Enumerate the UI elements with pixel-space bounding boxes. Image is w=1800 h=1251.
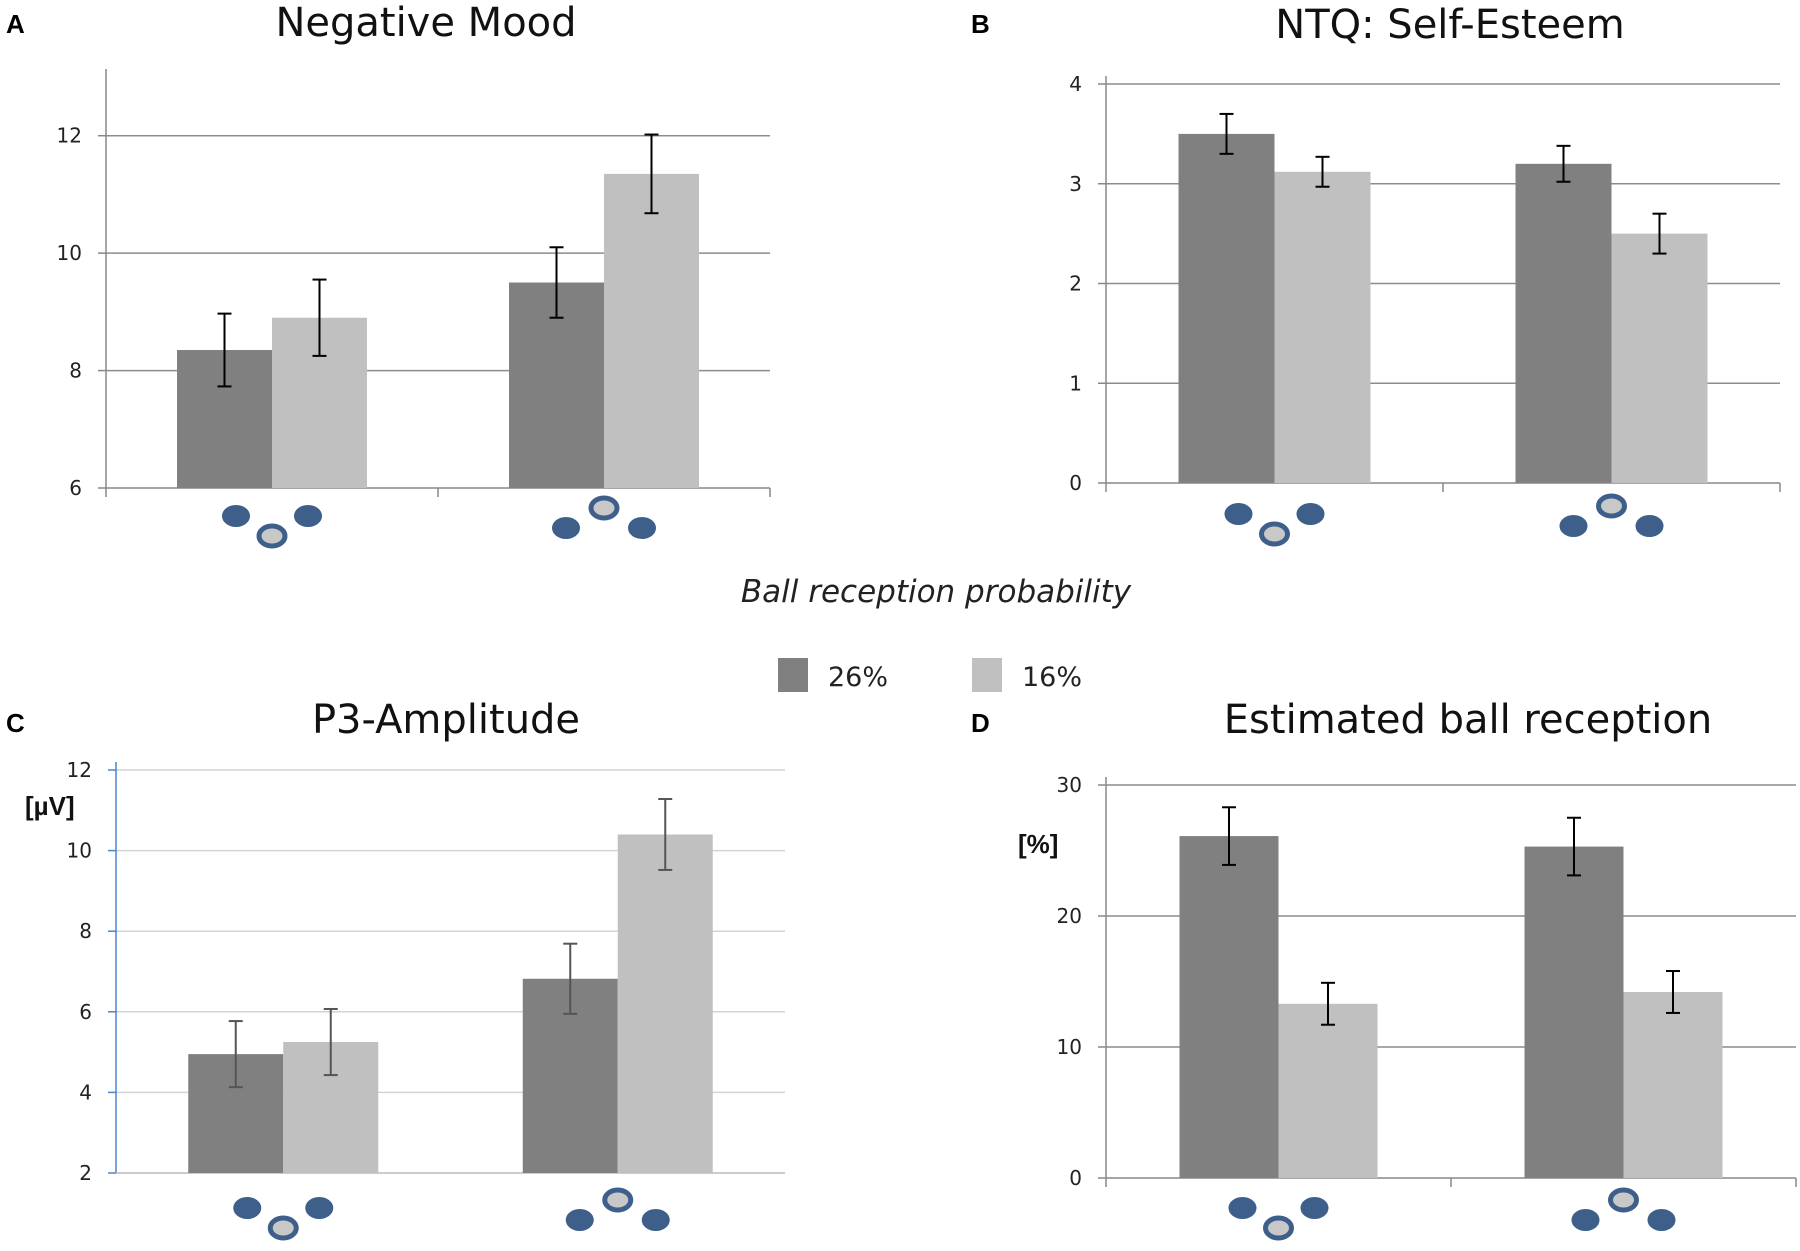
y-tick-label: 4 <box>79 1080 92 1104</box>
error-bar <box>1567 816 1581 877</box>
ball-icon <box>256 523 288 549</box>
y-tick-label: 0 <box>1069 471 1082 495</box>
ball-icon <box>222 505 250 527</box>
ball-icon <box>1559 515 1588 537</box>
y-tick-label: 12 <box>67 758 92 782</box>
error-bar <box>217 312 232 388</box>
ball-icon <box>1571 1209 1600 1231</box>
panel-letter-a: A <box>6 9 25 39</box>
category-icon-inclusion <box>233 1197 334 1241</box>
category-icon-exclusion <box>565 1187 670 1231</box>
panel-letter-b: B <box>971 9 990 39</box>
y-unit-label-d: [%] <box>1018 829 1058 859</box>
y-tick-label: 0 <box>1069 1166 1082 1190</box>
error-bar <box>658 798 673 871</box>
error-bar <box>1666 970 1680 1014</box>
error-bar <box>563 942 578 1015</box>
bar-16pct-exclusion <box>617 834 713 1173</box>
ball-icon <box>565 1209 594 1231</box>
y-tick-label: 6 <box>69 476 82 500</box>
y-tick-label: 3 <box>1069 172 1082 196</box>
y-tick-label: 8 <box>69 359 82 383</box>
error-bar <box>1219 112 1234 155</box>
panel-letter-c: C <box>6 708 25 738</box>
y-tick-label: 6 <box>79 1000 92 1024</box>
ball-icon <box>267 1215 299 1241</box>
legend-label-26: 26% <box>828 662 888 693</box>
bar-16pct-inclusion <box>1274 171 1371 483</box>
category-icon-exclusion <box>1559 493 1664 537</box>
ball-icon <box>1647 1209 1676 1231</box>
y-tick-label: 10 <box>57 241 82 265</box>
y-tick-label: 12 <box>57 124 82 148</box>
y-tick-label: 8 <box>79 919 92 943</box>
chart-title-b: NTQ: Self-Esteem <box>1275 2 1624 48</box>
error-bar <box>1222 806 1236 866</box>
bar-16pct-inclusion <box>1278 1003 1378 1178</box>
x-axis-label: Ball reception probability <box>741 574 1132 610</box>
error-bar <box>323 1007 338 1077</box>
y-tick-label: 4 <box>1069 72 1082 96</box>
ball-icon <box>641 1209 670 1231</box>
y-unit-label-c: [µV] <box>25 791 75 821</box>
y-tick-label: 1 <box>1069 371 1082 395</box>
bar-16pct-exclusion <box>1623 991 1723 1178</box>
chart-title-d: Estimated ball reception <box>1224 697 1712 743</box>
chart-p3-amplitude: 2 4 6 8 10 12 <box>67 758 785 1241</box>
bar-16pct-exclusion <box>1611 233 1708 483</box>
ball-icon <box>233 1197 262 1219</box>
error-bar <box>1315 155 1330 188</box>
error-bar <box>549 246 564 319</box>
bar-26pct-exclusion <box>1515 163 1612 484</box>
category-icon-inclusion <box>222 505 322 549</box>
chart-title-c: P3-Amplitude <box>312 697 580 743</box>
category-icon-inclusion <box>1228 1197 1329 1241</box>
category-icon-exclusion <box>1571 1187 1676 1231</box>
y-tick-label: 10 <box>67 839 92 863</box>
bar-26pct-inclusion <box>1179 836 1279 1178</box>
legend: 26% 16% <box>778 658 1082 693</box>
error-bar <box>644 133 659 215</box>
ball-icon <box>1263 1215 1294 1241</box>
panel-letter-d: D <box>971 708 990 738</box>
chart-self-esteem: 0 1 2 3 4 <box>1069 72 1781 547</box>
ball-icon <box>1635 515 1664 537</box>
ball-icon <box>1259 521 1290 547</box>
ball-icon <box>552 517 580 539</box>
y-tick-label: 2 <box>79 1161 92 1185</box>
y-tick-label: 20 <box>1057 904 1082 928</box>
ball-icon <box>602 1187 634 1213</box>
ball-icon <box>1224 503 1253 525</box>
legend-label-16: 16% <box>1022 662 1082 693</box>
bar-26pct-exclusion <box>1524 846 1624 1178</box>
ball-icon <box>294 505 322 527</box>
chart-title-a: Negative Mood <box>275 0 576 46</box>
error-bar <box>1321 981 1335 1026</box>
y-tick-label: 2 <box>1069 272 1082 296</box>
bar-26pct-inclusion <box>1178 133 1275 483</box>
ball-icon <box>1296 503 1325 525</box>
ball-icon <box>1300 1197 1329 1219</box>
chart-estimated-reception: 0 10 20 30 <box>1057 773 1797 1241</box>
error-bar <box>1652 212 1667 255</box>
category-icon-inclusion <box>1224 503 1325 547</box>
legend-swatch-26 <box>778 658 808 692</box>
ball-icon <box>588 495 620 521</box>
error-bar <box>1556 144 1571 183</box>
error-bar <box>312 278 327 357</box>
chart-negative-mood: 6 8 10 12 <box>57 69 771 549</box>
ball-icon <box>628 517 656 539</box>
y-tick-label: 10 <box>1057 1035 1082 1059</box>
y-tick-label: 30 <box>1057 773 1082 797</box>
ball-icon <box>1228 1197 1257 1219</box>
panel-letters: A B C D <box>6 9 990 738</box>
legend-swatch-16 <box>972 658 1002 692</box>
ball-icon <box>305 1197 334 1219</box>
ball-icon <box>1596 493 1627 519</box>
category-icon-exclusion <box>552 495 656 539</box>
ball-icon <box>1608 1187 1639 1213</box>
error-bar <box>228 1020 243 1089</box>
bar-16pct-exclusion <box>604 173 699 488</box>
